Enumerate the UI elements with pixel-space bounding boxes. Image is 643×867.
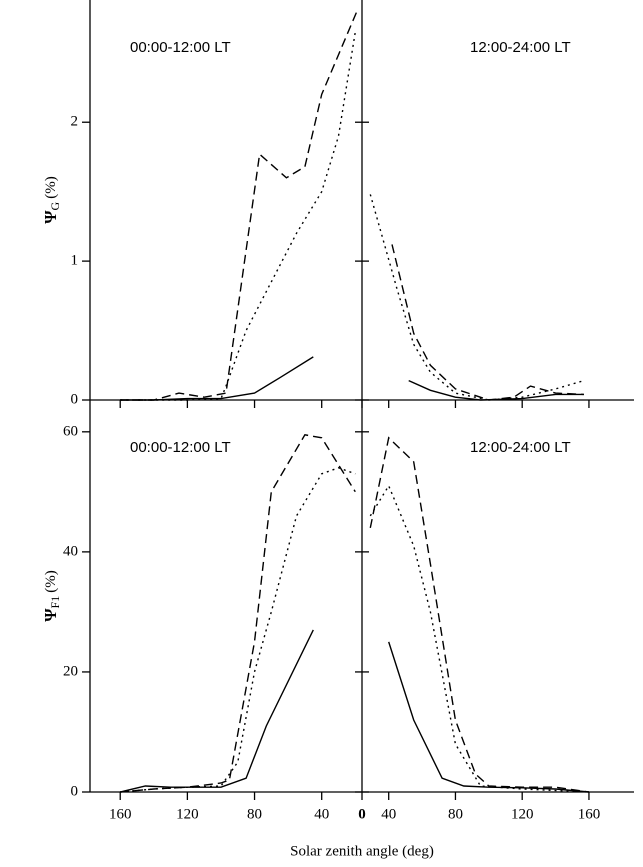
y-tick-label: 0 — [71, 391, 79, 407]
y-tick-label: 40 — [63, 543, 78, 559]
y-axis-label: ΨF1 (%) — [41, 570, 62, 621]
panel-label: 12:00-24:00 LT — [470, 39, 571, 56]
x-tick-label: 160 — [578, 806, 601, 822]
y-axis-label: ΨG (%) — [41, 176, 62, 223]
series-line — [120, 434, 356, 793]
y-tick-label: 2 — [71, 114, 79, 130]
panel-label: 00:00-12:00 LT — [130, 39, 231, 56]
series-line — [391, 244, 584, 401]
x-tick-label: 40 — [314, 806, 329, 822]
x-tick-label: 40 — [381, 806, 396, 822]
x-tick-label: 120 — [511, 806, 534, 822]
y-label-symbol: Ψ — [41, 210, 60, 224]
y-tick-label: 20 — [63, 663, 78, 679]
series-line — [369, 194, 585, 401]
series-line — [388, 641, 589, 793]
y-label-sub: F1 — [48, 596, 62, 609]
series-line — [408, 379, 584, 401]
y-label-unit: (%) — [43, 570, 59, 593]
series-line — [369, 484, 589, 793]
series-line — [120, 10, 358, 401]
y-label-symbol: Ψ — [41, 608, 60, 622]
y-tick-label: 60 — [63, 423, 78, 439]
y-label-sub: G — [48, 201, 62, 210]
y-label-unit: (%) — [43, 176, 59, 199]
x-tick-label: 0 — [358, 806, 366, 822]
x-tick-label: 80 — [448, 806, 463, 822]
x-axis-label: Solar zenith angle (deg) — [290, 843, 434, 859]
series-line — [120, 31, 356, 401]
series-line — [120, 356, 314, 401]
y-tick-label: 0 — [71, 783, 79, 799]
x-tick-label: 120 — [176, 806, 199, 822]
series-line — [369, 436, 589, 793]
x-tick-label: 80 — [247, 806, 262, 822]
x-tick-label: 160 — [109, 806, 132, 822]
series-line — [120, 467, 356, 793]
panel-label: 12:00-24:00 LT — [470, 439, 571, 456]
panel-label: 00:00-12:00 LT — [130, 439, 231, 456]
series-line — [120, 629, 314, 793]
y-tick-label: 1 — [71, 253, 79, 269]
